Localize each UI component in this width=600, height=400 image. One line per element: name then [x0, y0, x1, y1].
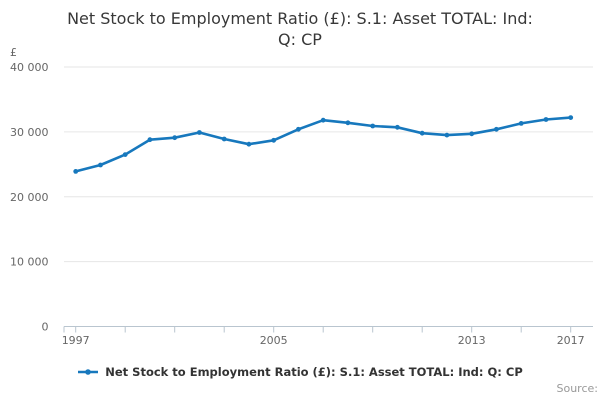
- series-point[interactable]: [518, 121, 524, 126]
- legend-label: Net Stock to Employment Ratio (£): S.1: …: [105, 365, 523, 379]
- chart-title-line2: Q: CP: [278, 30, 322, 49]
- y-tick-label: 0: [42, 321, 49, 334]
- series-point[interactable]: [320, 117, 326, 123]
- series-point[interactable]: [271, 137, 277, 143]
- series-point[interactable]: [147, 137, 153, 143]
- y-tick-label: 20 000: [10, 191, 49, 204]
- source-label: Source:: [556, 382, 599, 395]
- legend-item[interactable]: Net Stock to Employment Ratio (£): S.1: …: [77, 365, 523, 379]
- series-point[interactable]: [98, 162, 103, 168]
- y-tick-label: 10 000: [10, 256, 49, 269]
- series-point[interactable]: [221, 136, 227, 142]
- y-tick-label: 30 000: [10, 126, 49, 139]
- chart-title: Net Stock to Employment Ratio (£): S.1: …: [0, 8, 600, 50]
- series-point[interactable]: [494, 126, 499, 132]
- x-tick-label: 1997: [62, 334, 90, 347]
- y-axis-unit-label: £: [10, 46, 17, 59]
- series-line: [74, 116, 573, 173]
- series-point[interactable]: [172, 135, 178, 141]
- series-point[interactable]: [197, 130, 202, 135]
- series-point[interactable]: [122, 152, 128, 158]
- legend: Net Stock to Employment Ratio (£): S.1: …: [0, 365, 600, 379]
- x-tick-label: 2017: [557, 334, 585, 347]
- series-point[interactable]: [395, 124, 400, 130]
- series-point[interactable]: [568, 115, 574, 120]
- chart-title-line1: Net Stock to Employment Ratio (£): S.1: …: [67, 9, 533, 28]
- series-point[interactable]: [419, 130, 425, 136]
- y-tick-label: 40 000: [10, 61, 49, 74]
- series-point[interactable]: [370, 123, 376, 129]
- series-point[interactable]: [444, 132, 450, 138]
- x-tick-label: 2013: [458, 334, 486, 347]
- legend-marker-icon: [78, 369, 99, 375]
- series-point[interactable]: [246, 141, 252, 147]
- series-point[interactable]: [345, 120, 351, 126]
- series-point[interactable]: [73, 169, 79, 174]
- series-point[interactable]: [543, 117, 549, 122]
- series-point[interactable]: [296, 126, 301, 132]
- x-tick-label: 2005: [260, 334, 288, 347]
- series-point[interactable]: [469, 131, 475, 137]
